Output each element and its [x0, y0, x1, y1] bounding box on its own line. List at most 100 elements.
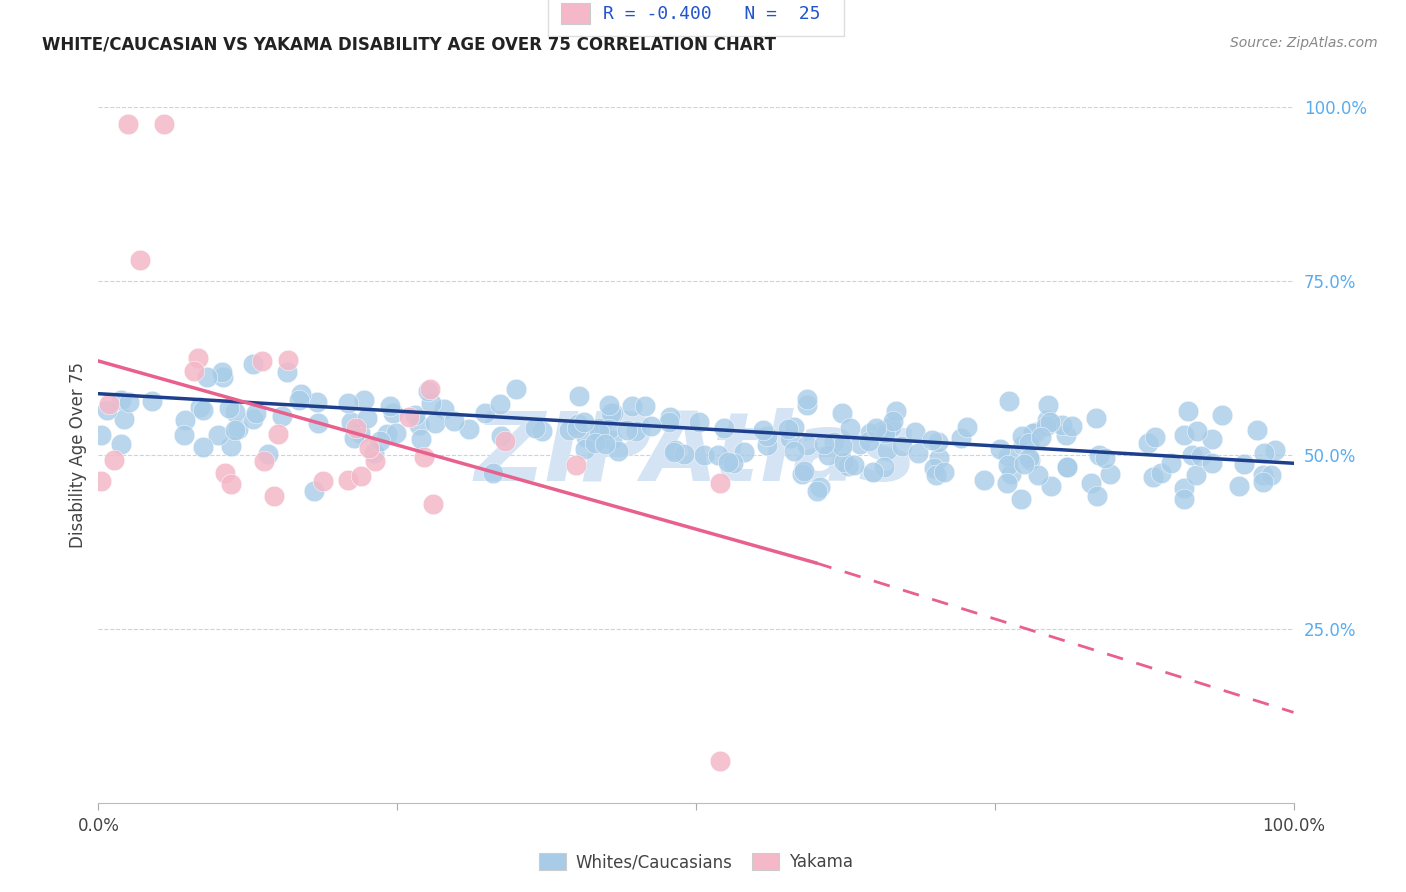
Point [103, 452, 125, 467]
Point [709, 754, 731, 768]
Point [349, 425, 371, 440]
Point [173, 428, 195, 442]
Point [245, 406, 267, 420]
Point [1054, 427, 1077, 442]
Point [876, 443, 898, 458]
Point [593, 437, 616, 451]
Point [624, 424, 647, 438]
Point [839, 421, 862, 435]
Point [505, 383, 527, 397]
Point [1181, 448, 1204, 462]
Point [934, 465, 956, 479]
Point [1160, 456, 1182, 470]
Point [950, 431, 973, 445]
Point [153, 117, 176, 131]
Point [211, 369, 233, 384]
Point [831, 406, 853, 420]
Point [783, 444, 806, 458]
Point [598, 398, 620, 412]
Point [418, 384, 440, 399]
Point [1136, 436, 1159, 450]
Point [494, 434, 516, 448]
Point [688, 415, 710, 429]
Point [117, 117, 139, 131]
Point [721, 457, 744, 471]
Point [1143, 429, 1166, 443]
Point [290, 387, 312, 401]
Point [598, 422, 620, 436]
Point [226, 422, 249, 436]
Point [340, 415, 363, 429]
Point [1173, 481, 1195, 495]
Point [398, 410, 420, 425]
Point [353, 392, 375, 407]
Point [1233, 458, 1256, 472]
Point [973, 473, 995, 487]
Point [193, 402, 215, 417]
Point [588, 425, 610, 439]
Point [823, 435, 845, 450]
Point [904, 425, 927, 440]
Point [813, 437, 835, 451]
Point [304, 484, 326, 499]
Point [118, 395, 141, 409]
Point [1021, 426, 1043, 441]
Point [419, 395, 441, 409]
Point [1227, 479, 1250, 493]
Point [443, 414, 465, 428]
Point [1094, 451, 1116, 466]
Point [792, 467, 814, 481]
Point [565, 421, 588, 435]
Point [779, 431, 801, 445]
Legend: Whites/Caucasians, Yakama: Whites/Caucasians, Yakama [533, 847, 859, 878]
Point [884, 403, 907, 417]
Point [1056, 460, 1078, 475]
Point [1173, 427, 1195, 442]
Point [755, 429, 778, 443]
Point [224, 423, 246, 437]
Point [1173, 491, 1195, 506]
Point [90, 428, 112, 442]
Text: WHITE/CAUCASIAN VS YAKAMA DISABILITY AGE OVER 75 CORRELATION CHART: WHITE/CAUCASIAN VS YAKAMA DISABILITY AGE… [42, 36, 776, 54]
Point [458, 422, 481, 436]
Point [188, 400, 211, 414]
Point [616, 423, 638, 437]
Point [1088, 449, 1111, 463]
Point [368, 434, 391, 448]
Point [995, 475, 1018, 490]
Point [1201, 432, 1223, 446]
Point [1029, 430, 1052, 444]
Point [956, 420, 979, 434]
Point [257, 447, 280, 461]
Point [907, 446, 929, 460]
Point [90, 474, 112, 488]
Point [713, 420, 735, 434]
Point [567, 417, 589, 431]
Point [193, 440, 215, 454]
Point [709, 475, 731, 490]
Point [796, 392, 818, 407]
Point [793, 464, 815, 478]
Point [1099, 467, 1122, 481]
Point [250, 354, 273, 368]
Point [755, 438, 778, 452]
Y-axis label: Disability Age Over 75: Disability Age Over 75 [69, 362, 87, 548]
Point [870, 425, 893, 439]
Point [849, 437, 872, 451]
Point [342, 431, 364, 445]
Point [195, 370, 218, 384]
Point [1056, 460, 1078, 475]
Point [433, 401, 456, 416]
Point [404, 408, 426, 422]
Point [1185, 424, 1208, 438]
Point [862, 465, 884, 479]
Point [1000, 467, 1022, 481]
Point [1080, 476, 1102, 491]
Text: Source: ZipAtlas.com: Source: ZipAtlas.com [1230, 36, 1378, 50]
Point [1018, 436, 1040, 450]
Point [312, 474, 335, 488]
Point [357, 441, 380, 455]
Point [1025, 425, 1047, 439]
Point [242, 411, 264, 425]
Point [659, 410, 682, 425]
